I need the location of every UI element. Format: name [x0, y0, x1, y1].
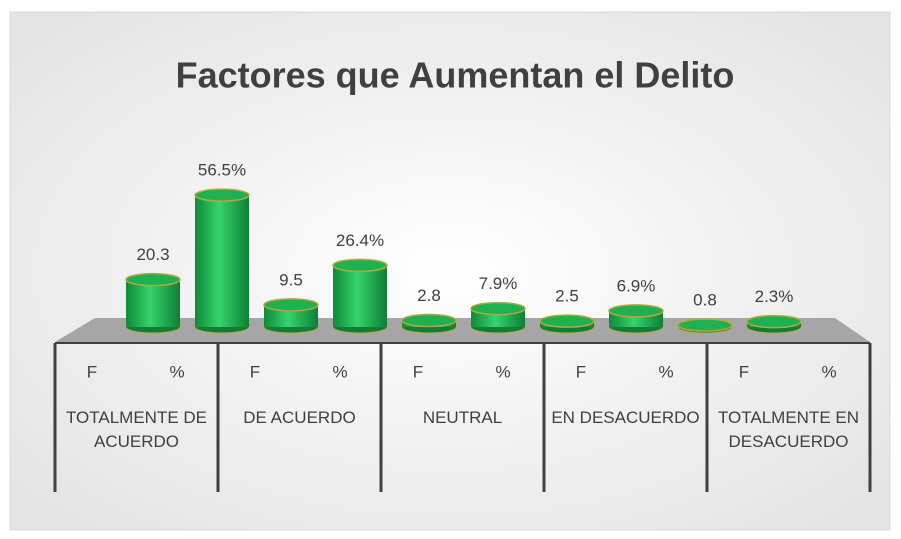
sub-category-label: F [739, 362, 749, 381]
sub-category-label: F [87, 362, 97, 381]
category-table [53, 342, 872, 492]
data-label: 2.8 [417, 286, 441, 305]
bar-top [608, 304, 664, 318]
sub-category-label: % [658, 362, 673, 381]
category-label: EN DESACUERDO [551, 408, 700, 427]
data-label: 0.8 [693, 291, 717, 310]
data-label: 26.4% [336, 231, 384, 250]
data-label: 2.3% [755, 287, 794, 306]
data-label: 7.9% [479, 274, 518, 293]
data-label: 2.5 [555, 287, 579, 306]
bar-top [401, 313, 457, 328]
data-label: 6.9% [617, 276, 656, 295]
bar-top [194, 188, 250, 202]
bar-top [539, 314, 595, 328]
data-label: 56.5% [198, 161, 246, 180]
data-label: 20.3 [136, 245, 169, 264]
floor [55, 318, 870, 342]
bar-top [263, 298, 319, 312]
category-label: TOTALMENTE EN DESACUERDO [717, 408, 860, 451]
bar [126, 279, 180, 327]
sub-category-label: % [495, 362, 510, 381]
category-label: NEUTRAL [422, 408, 503, 427]
sub-category-label: % [332, 362, 347, 381]
bar-top [746, 314, 802, 329]
category-label: TOTALMENTE DE ACUERDO [65, 408, 208, 451]
data-label: 9.5 [279, 270, 303, 289]
bar [195, 195, 249, 327]
bar-top [677, 318, 733, 332]
sub-category-label: % [821, 362, 836, 381]
sub-category-label: % [169, 362, 184, 381]
sub-category-label: F [413, 362, 423, 381]
sub-category-label: F [576, 362, 586, 381]
bar [333, 265, 387, 327]
bar-top [332, 258, 388, 273]
category-label: DE ACUERDO [243, 408, 356, 427]
bar-top [470, 301, 526, 316]
chart-title: Factores que Aumentan el Delito [176, 55, 735, 96]
bar-top [125, 272, 181, 287]
plot-background [9, 11, 891, 531]
sub-category-label: F [250, 362, 260, 381]
